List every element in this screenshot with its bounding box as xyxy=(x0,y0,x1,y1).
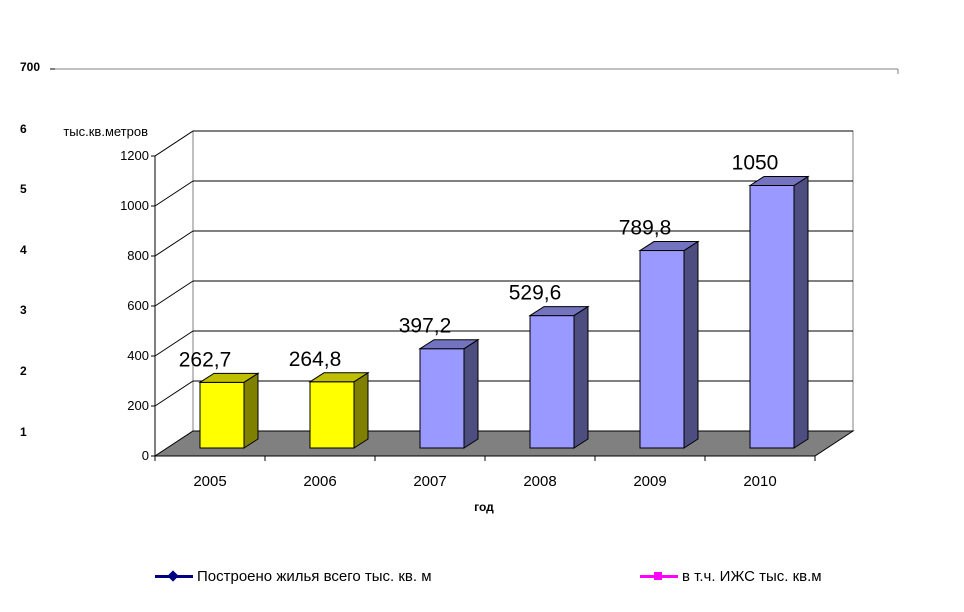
x-tick-label: 2009 xyxy=(633,473,666,490)
bar xyxy=(419,348,465,449)
floor xyxy=(153,430,855,457)
bar xyxy=(309,381,355,449)
bar xyxy=(749,185,795,449)
legend-swatch-square xyxy=(640,570,678,582)
outer-axis-tick-label: 6 xyxy=(20,122,27,136)
data-label: 397,2 xyxy=(399,315,452,338)
bar xyxy=(529,315,575,449)
y-tick-label: 0 xyxy=(142,448,149,463)
gridline-side xyxy=(154,330,194,357)
outer-axis-tick-label: 4 xyxy=(20,243,27,257)
y-tick-label: 1200 xyxy=(120,148,149,163)
y-tick-label: 800 xyxy=(127,248,149,263)
legend-swatch-diamond xyxy=(155,570,193,582)
legend-label: Построено жилья всего тыс. кв. м xyxy=(197,567,432,585)
data-label: 262,7 xyxy=(179,348,232,371)
bar-side xyxy=(463,338,479,449)
y-tick-label: 200 xyxy=(127,398,149,413)
bar-side xyxy=(683,240,699,449)
bar-top xyxy=(528,306,590,317)
x-tick-label: 2005 xyxy=(193,473,226,490)
bar-top xyxy=(638,241,700,252)
y-tick-label: 600 xyxy=(127,298,149,313)
y-tick-label: 400 xyxy=(127,348,149,363)
x-tick-label: 2008 xyxy=(523,473,556,490)
legend-item-total-housing: Построено жилья всего тыс. кв. м xyxy=(155,566,432,586)
bar-top xyxy=(748,176,810,186)
bar xyxy=(639,250,685,449)
bar xyxy=(199,381,245,449)
outer-axis-tick-label: 5 xyxy=(20,182,27,196)
y-axis-label: тыс.кв.метров xyxy=(63,124,148,139)
gridline-side xyxy=(154,230,194,257)
outer-axis-top-label: 700 xyxy=(20,60,41,74)
bar-side xyxy=(573,305,589,449)
data-label: 1050 xyxy=(732,152,779,175)
bar-side xyxy=(353,371,369,449)
outer-axis-tick-label: 3 xyxy=(20,303,27,317)
outer-axis-tick-label: 1 xyxy=(20,425,27,439)
x-axis-label: год xyxy=(474,500,494,514)
gridline-side xyxy=(154,280,194,307)
data-label: 789,8 xyxy=(619,217,672,240)
x-tick-label: 2010 xyxy=(743,473,776,490)
gridline-side xyxy=(154,180,194,207)
bar-top xyxy=(198,372,260,383)
bar-top xyxy=(308,372,370,383)
legend-item-ijs-housing: в т.ч. ИЖС тыс. кв.м xyxy=(640,566,822,586)
bar-side xyxy=(793,175,809,449)
bar-top xyxy=(418,339,480,350)
data-label: 529,6 xyxy=(509,282,562,305)
y-tick-label: 1000 xyxy=(120,198,149,213)
gridline-side xyxy=(154,380,194,407)
bar-side xyxy=(243,372,259,449)
gridline-side xyxy=(154,130,194,157)
outer-axis-tick-label: 2 xyxy=(20,364,27,378)
data-label: 264,8 xyxy=(289,348,342,371)
legend-label: в т.ч. ИЖС тыс. кв.м xyxy=(682,567,822,585)
x-tick-label: 2007 xyxy=(413,473,446,490)
x-tick-label: 2006 xyxy=(303,473,336,490)
